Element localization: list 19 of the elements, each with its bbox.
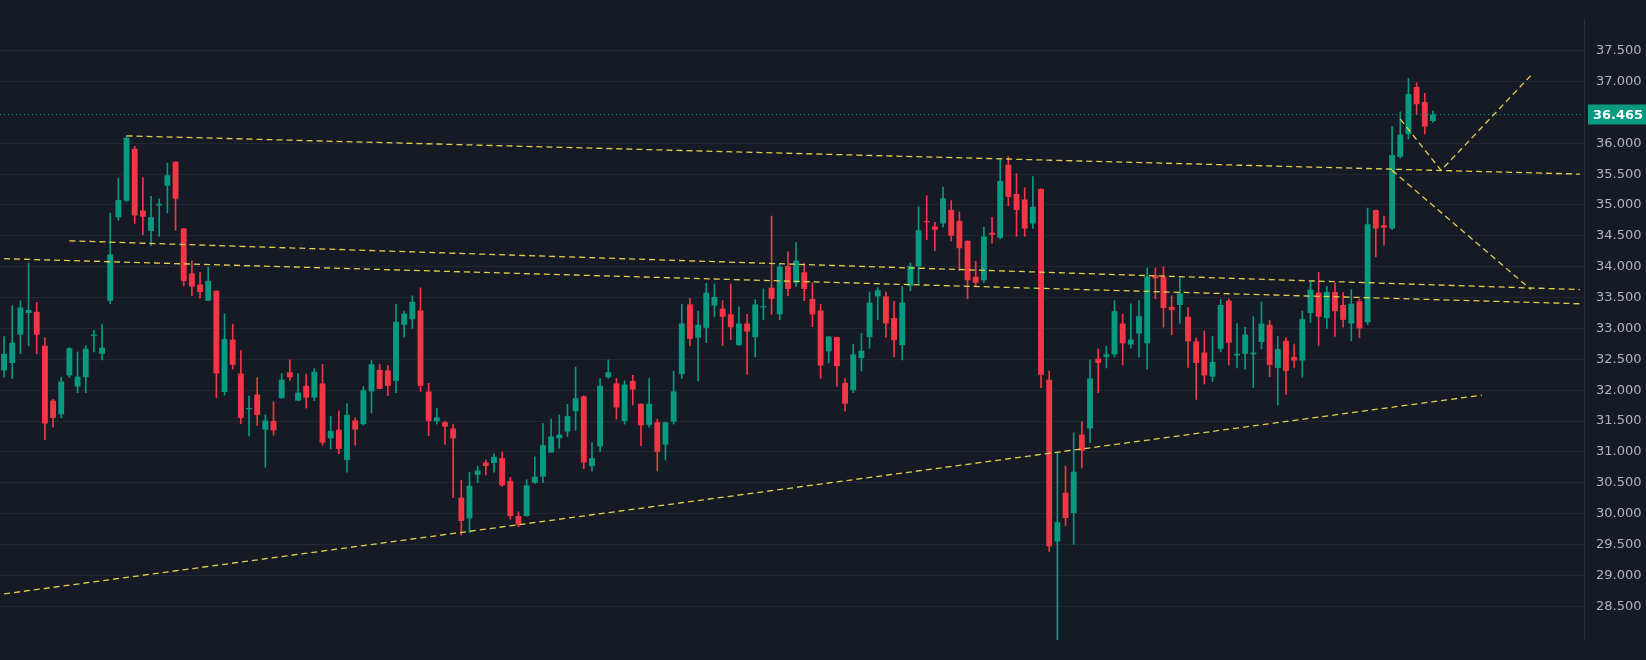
y-tick-label: 33.000	[1596, 319, 1642, 335]
y-tick-label: 28.500	[1596, 597, 1642, 613]
y-tick-label: 29.000	[1596, 566, 1642, 582]
y-tick-label: 30.500	[1596, 474, 1642, 490]
ref-line-label: 36.465	[1593, 106, 1644, 122]
y-tick-label: 36.000	[1596, 134, 1642, 150]
y-tick-label: 37.500	[1596, 42, 1642, 58]
y-tick-label: 37.000	[1596, 72, 1642, 88]
y-tick-label: 34.000	[1596, 258, 1642, 274]
y-tick-label: 32.500	[1596, 350, 1642, 366]
y-tick-label: 31.500	[1596, 412, 1642, 428]
y-tick-label: 30.000	[1596, 505, 1642, 521]
y-tick-label: 32.000	[1596, 381, 1642, 397]
y-tick-label: 34.500	[1596, 227, 1642, 243]
y-tick-label: 33.500	[1596, 288, 1642, 304]
y-tick-label: 29.500	[1596, 535, 1642, 551]
y-tick-label: 31.000	[1596, 443, 1642, 459]
y-tick-label: 35.500	[1596, 165, 1642, 181]
y-tick-label: 35.000	[1596, 196, 1642, 212]
